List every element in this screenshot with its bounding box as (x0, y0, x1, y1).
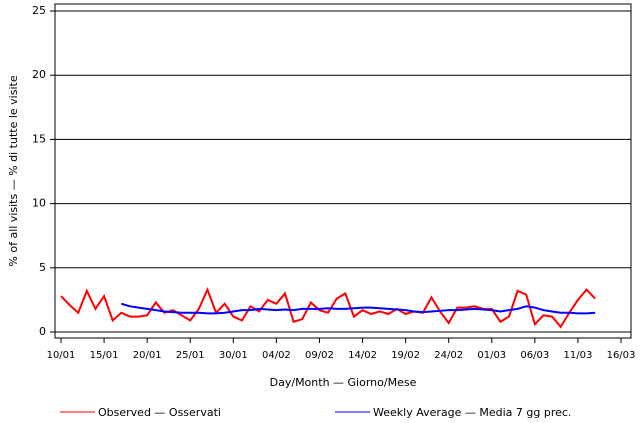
plot-frame (54, 3, 632, 339)
y-tick-label: 0 (39, 325, 46, 338)
x-tick-label: 09/02 (305, 350, 334, 361)
y-tick-label: 5 (39, 261, 46, 274)
y-tick-label: 25 (32, 4, 46, 17)
x-tick-label: 10/01 (47, 350, 76, 361)
x-tick-label: 01/03 (477, 350, 506, 361)
x-axis-label: Day/Month — Giorno/Mese (270, 376, 417, 389)
x-tick-label: 06/03 (520, 350, 549, 361)
legend-label: Weekly Average — Media 7 gg prec. (373, 406, 571, 419)
legend-label: Observed — Osservati (98, 406, 221, 419)
x-tick-label: 25/01 (176, 350, 205, 361)
x-tick-label: 19/02 (391, 350, 420, 361)
x-tick-label: 11/03 (564, 350, 593, 361)
x-tick-label: 15/01 (90, 350, 119, 361)
x-tick-label: 24/02 (434, 350, 463, 361)
x-tick-label: 04/02 (262, 350, 291, 361)
y-tick-label: 10 (32, 197, 46, 210)
x-tick-label: 20/01 (133, 350, 162, 361)
x-tick-label: 30/01 (219, 350, 248, 361)
x-tick-label: 16/03 (607, 350, 636, 361)
y-tick-label: 20 (32, 68, 46, 81)
y-axis-label: % of all visits — % di tutte le visite (7, 75, 20, 266)
y-tick-label: 15 (32, 132, 46, 145)
series-line (60, 286, 596, 329)
x-tick-label: 14/02 (348, 350, 377, 361)
series-line (121, 302, 596, 315)
